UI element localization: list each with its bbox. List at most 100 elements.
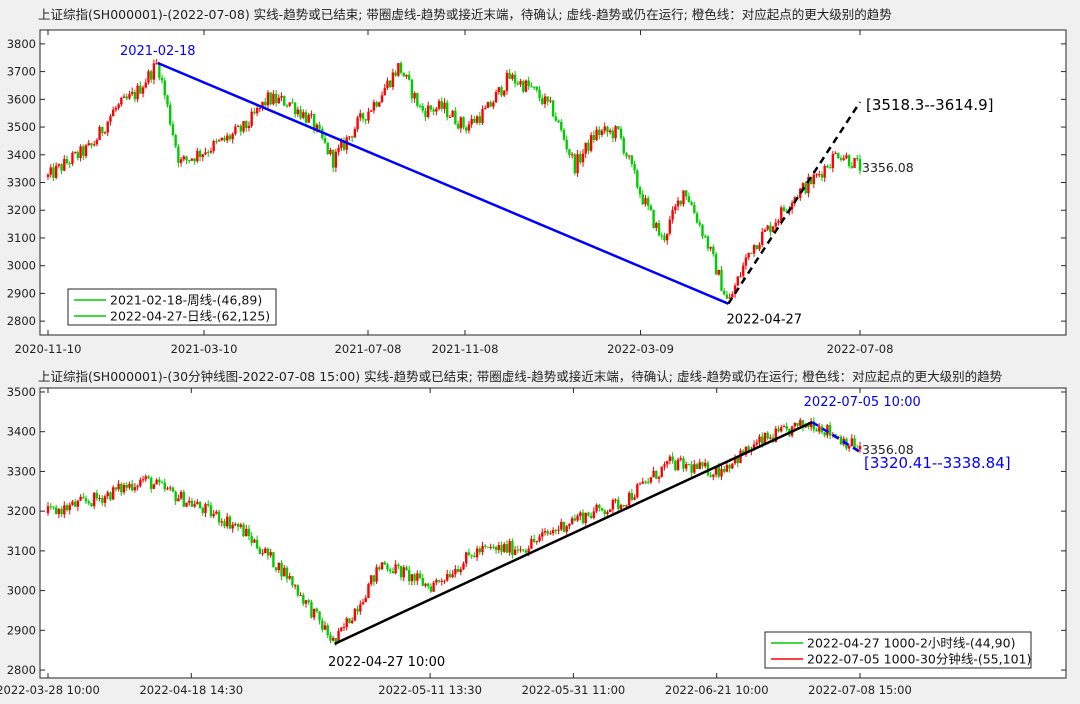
- candle-body: [103, 132, 107, 134]
- candle-body: [106, 121, 109, 133]
- candle-body: [111, 109, 115, 117]
- candle-body: [364, 597, 367, 603]
- candle-body: [432, 109, 435, 112]
- candle-body: [486, 102, 490, 109]
- candle-body: [839, 158, 843, 160]
- candle-body: [595, 129, 598, 141]
- candle-body: [378, 567, 381, 570]
- candle-body: [52, 506, 55, 508]
- candle-body: [413, 574, 416, 581]
- candle-body: [296, 585, 300, 596]
- candle-body: [407, 569, 411, 582]
- candle-body: [84, 145, 88, 157]
- candle-body: [280, 96, 283, 98]
- candle-body: [674, 460, 677, 471]
- candle-body: [617, 126, 620, 129]
- candle-body: [435, 580, 438, 583]
- y-tick-label: 3300: [7, 464, 36, 478]
- candle-body: [288, 102, 291, 106]
- candle-body: [174, 491, 177, 502]
- candle-body: [465, 127, 468, 131]
- candle-body: [847, 155, 851, 167]
- legend: 2022-04-27 1000-2小时线-(44,90)2022-07-05 1…: [764, 631, 1032, 669]
- candle-body: [576, 516, 579, 521]
- candle-body: [796, 422, 799, 426]
- candle-body: [519, 549, 522, 551]
- candle-body: [858, 445, 862, 450]
- candle-body: [663, 235, 666, 241]
- chart-title: 上证综指(SH000001)-(2022-07-08) 实线-趋势或已结束; 带…: [38, 7, 892, 22]
- candle-body: [345, 618, 348, 628]
- candle-body: [698, 462, 701, 469]
- candle-body: [562, 129, 566, 140]
- candle-body: [801, 183, 805, 189]
- candle-body: [774, 428, 778, 442]
- candle-body: [182, 156, 185, 160]
- candle-body: [665, 233, 669, 241]
- candle-body: [340, 627, 343, 631]
- candle-body: [285, 105, 289, 107]
- candle-body: [763, 229, 767, 232]
- x-tick-label: 2021-11-08: [432, 342, 499, 356]
- candle-body: [188, 159, 191, 161]
- candle-body: [657, 223, 661, 236]
- candle-body: [693, 204, 696, 214]
- candle-body: [114, 487, 118, 490]
- candle-body: [799, 188, 802, 198]
- candle-body: [742, 450, 745, 455]
- candle-body: [511, 74, 514, 79]
- candle-body: [193, 158, 196, 162]
- candle-body: [52, 167, 55, 178]
- candle-body: [706, 236, 710, 249]
- candle-body: [304, 112, 308, 123]
- candle-body: [560, 521, 563, 530]
- candle-body: [394, 564, 397, 574]
- candle-body: [551, 530, 555, 534]
- candle-body: [418, 105, 422, 107]
- candle-body: [353, 608, 357, 621]
- candle-body: [853, 157, 856, 168]
- candle-body: [758, 436, 761, 443]
- candle-body: [369, 575, 373, 585]
- candle-body: [443, 102, 446, 109]
- candle-body: [818, 426, 821, 432]
- candle-body: [416, 573, 419, 581]
- candle-body: [326, 142, 329, 155]
- candle-body: [603, 510, 606, 515]
- candle-body: [421, 578, 424, 586]
- candle-body: [350, 620, 354, 624]
- y-tick-label: 3500: [7, 120, 36, 134]
- candle-body: [549, 100, 552, 102]
- candle-body: [446, 574, 449, 581]
- candle-body: [367, 111, 370, 121]
- candle-body: [818, 174, 821, 176]
- candle-body: [217, 511, 221, 523]
- candle-body: [815, 429, 818, 432]
- candle-body: [152, 484, 156, 489]
- candle-body: [747, 446, 750, 452]
- candle-body: [427, 583, 430, 587]
- candle-body: [704, 462, 707, 467]
- candle-body: [125, 96, 128, 99]
- candle-body: [65, 505, 69, 511]
- candle-body: [489, 102, 492, 107]
- candle-body: [388, 569, 392, 572]
- candle-body: [595, 504, 598, 512]
- candle-body: [144, 82, 147, 88]
- candle-body: [220, 137, 224, 141]
- chart-panel-1: 上证综指(SH000001)-(2022-07-08) 实线-趋势或已结束; 带…: [7, 7, 1067, 356]
- candle-body: [465, 552, 468, 564]
- candle-body: [538, 536, 541, 541]
- candle-body: [274, 567, 278, 571]
- candle-body: [291, 102, 294, 104]
- candle-body: [310, 602, 313, 618]
- candle-body: [79, 497, 82, 501]
- candle-body: [323, 138, 327, 143]
- candle-body: [557, 529, 560, 531]
- candle-body: [462, 117, 465, 128]
- candle-body: [625, 153, 628, 157]
- candle-body: [831, 153, 835, 169]
- candle-body: [750, 252, 753, 254]
- x-tick-label: 2022-03-09: [607, 342, 674, 356]
- candle-body: [614, 126, 617, 139]
